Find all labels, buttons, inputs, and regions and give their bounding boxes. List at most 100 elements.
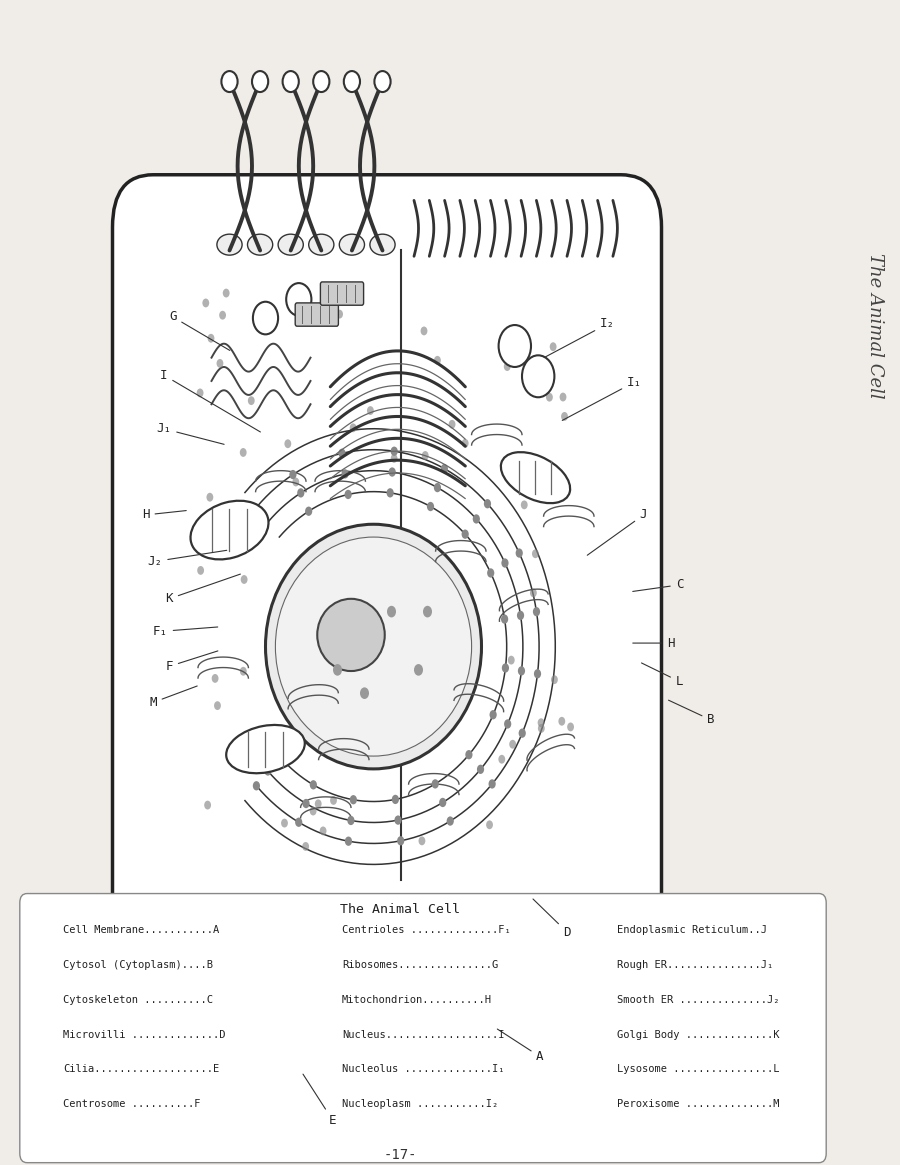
Ellipse shape [248,234,273,255]
Circle shape [489,779,496,789]
Circle shape [501,614,508,623]
Text: M: M [149,686,197,709]
Circle shape [240,666,247,676]
Circle shape [38,988,56,1011]
Text: J₁: J₁ [157,422,224,444]
Circle shape [394,816,401,825]
Circle shape [499,755,505,764]
Text: Nucleolus ..............I₁: Nucleolus ..............I₁ [342,1065,505,1074]
Circle shape [253,302,278,334]
Circle shape [432,779,439,789]
Text: L: L [642,663,683,689]
Text: Lysosome ................L: Lysosome ................L [617,1065,780,1074]
Circle shape [504,362,510,370]
Text: I₁: I₁ [562,375,642,421]
FancyBboxPatch shape [295,303,338,326]
Text: Peroxisome ..............M: Peroxisome ..............M [617,1100,780,1109]
Circle shape [487,569,494,578]
Ellipse shape [370,234,395,255]
Circle shape [592,953,610,976]
Circle shape [202,298,209,308]
Circle shape [217,359,223,368]
Text: Nucleoplasm ...........I₂: Nucleoplasm ...........I₂ [342,1100,499,1109]
Text: Mitochondrion..........H: Mitochondrion..........H [342,995,492,1004]
Circle shape [350,423,356,432]
Circle shape [397,836,404,846]
FancyBboxPatch shape [320,282,364,305]
Circle shape [391,454,398,463]
Circle shape [546,393,553,402]
Circle shape [275,751,283,761]
Text: Smooth ER ..............J₂: Smooth ER ..............J₂ [617,995,780,1004]
Circle shape [248,396,255,405]
Circle shape [347,816,355,825]
Text: I: I [160,368,260,432]
Circle shape [305,507,312,516]
Circle shape [550,343,556,351]
Circle shape [240,576,248,584]
Circle shape [389,467,396,476]
Circle shape [551,676,558,684]
Circle shape [360,687,369,699]
Circle shape [516,549,523,558]
Text: H: H [142,508,186,522]
Circle shape [206,493,213,502]
Text: Golgi Body ..............K: Golgi Body ..............K [617,1030,780,1039]
Circle shape [439,798,446,807]
Circle shape [434,355,441,365]
Circle shape [538,723,544,733]
Circle shape [509,740,516,749]
Circle shape [499,325,531,367]
Circle shape [295,818,302,827]
Circle shape [228,749,235,758]
Circle shape [204,800,211,810]
Circle shape [517,610,524,620]
Text: F₁: F₁ [153,624,218,638]
Circle shape [508,656,515,664]
Text: G: G [169,310,230,351]
Circle shape [592,1058,610,1081]
Circle shape [490,709,497,719]
Circle shape [533,607,540,616]
Circle shape [317,1093,335,1116]
Circle shape [317,918,335,941]
Circle shape [345,489,352,499]
Circle shape [414,664,423,676]
Text: -17-: -17- [383,1148,418,1162]
FancyBboxPatch shape [20,894,826,1163]
Ellipse shape [226,725,305,774]
Text: Nucleus..................I: Nucleus..................I [342,1030,505,1039]
Circle shape [446,817,454,826]
Circle shape [345,836,352,846]
Text: D: D [533,899,571,939]
Circle shape [317,1058,335,1081]
Ellipse shape [501,452,570,503]
FancyBboxPatch shape [112,175,662,979]
Circle shape [387,606,396,617]
Circle shape [501,558,508,567]
Text: K: K [166,574,240,606]
Circle shape [292,478,299,487]
Text: Cytosol (Cytoplasm)....B: Cytosol (Cytoplasm)....B [63,960,213,969]
Circle shape [472,514,480,523]
Circle shape [214,701,220,709]
Circle shape [434,483,441,493]
Circle shape [486,820,493,829]
Circle shape [350,795,357,804]
Circle shape [341,469,348,479]
Circle shape [448,419,455,429]
Circle shape [427,502,434,511]
Circle shape [197,566,204,574]
Text: I₂: I₂ [544,317,615,358]
Circle shape [567,722,574,732]
Circle shape [333,664,342,676]
Circle shape [317,1023,335,1046]
Circle shape [465,750,472,760]
Circle shape [462,530,469,539]
Circle shape [561,412,568,421]
Circle shape [534,669,541,678]
Circle shape [502,663,509,672]
Circle shape [317,988,335,1011]
Circle shape [239,449,247,457]
Text: Centrioles ..............F₁: Centrioles ..............F₁ [342,925,511,934]
